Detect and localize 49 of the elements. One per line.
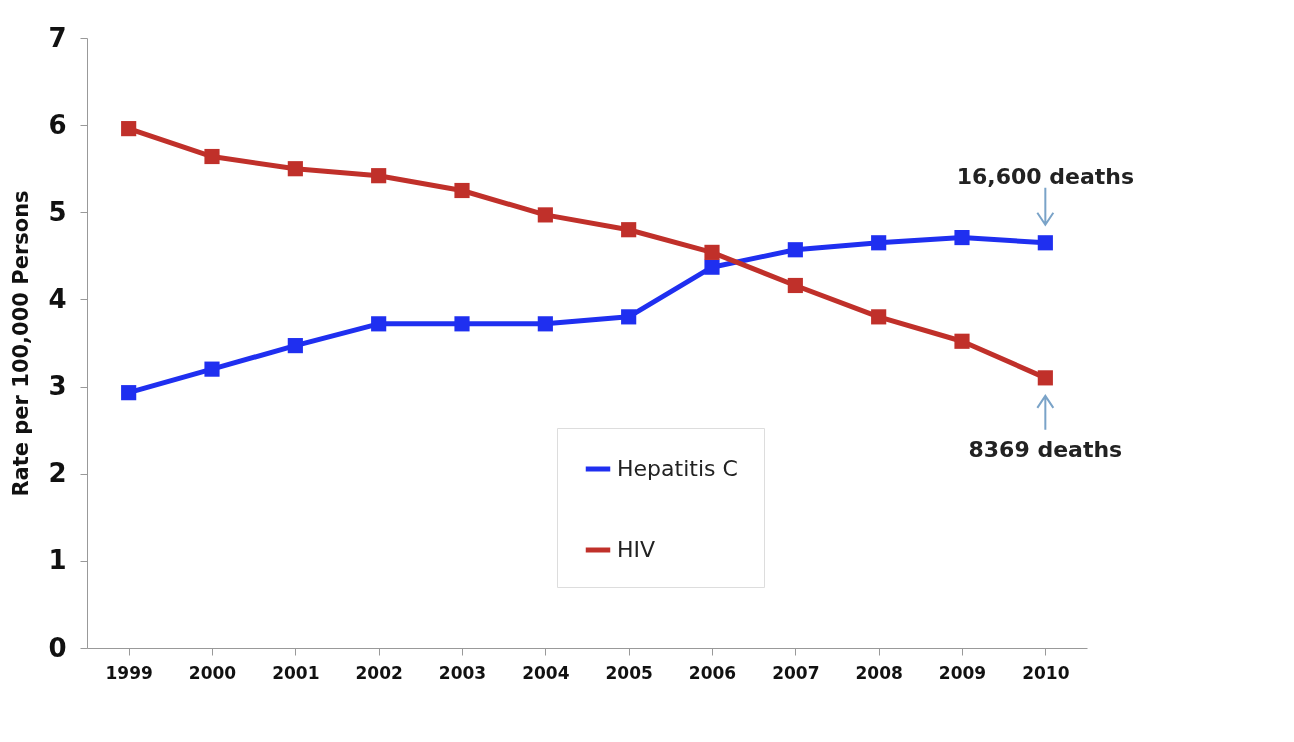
legend-label: HIV (617, 537, 656, 562)
x-tick-label: 2003 (438, 662, 487, 683)
point (1037, 370, 1053, 386)
point (787, 242, 803, 258)
point (871, 309, 887, 325)
y-tick-label: 0 (48, 632, 67, 663)
x-tick-label: 2005 (605, 662, 653, 683)
x-tick-label: 2002 (355, 662, 403, 683)
y-axis-title: Rate per 100,000 Persons (9, 190, 34, 497)
point (537, 207, 553, 223)
y-tick-label: 3 (48, 371, 67, 402)
y-tick-label: 1 (48, 545, 67, 576)
x-tick-label: 2009 (938, 662, 987, 683)
y-tick-label: 4 (48, 283, 67, 314)
point (871, 235, 887, 251)
y-tick-label: 2 (48, 458, 67, 489)
x-tick-label: 2001 (272, 662, 320, 683)
point (621, 309, 637, 325)
point (704, 244, 720, 260)
y-tick-label: 6 (48, 109, 67, 140)
annotation: 16,600 deaths (956, 163, 1135, 189)
point (537, 316, 553, 332)
x-tick-label: 2004 (522, 662, 570, 683)
point (371, 316, 387, 332)
x-tick-label: 2007 (772, 662, 820, 683)
point (454, 316, 470, 332)
point (287, 338, 303, 354)
point (371, 168, 387, 184)
annotation: 8369 deaths (968, 436, 1123, 462)
x-tick-label: 2010 (1022, 662, 1070, 683)
point (704, 259, 720, 275)
x-tick-label: 2000 (188, 662, 237, 683)
point (121, 385, 137, 401)
point (954, 333, 970, 349)
point (787, 277, 803, 294)
y-tick-label: 7 (48, 22, 67, 53)
legend-label: Hepatitis C (617, 456, 738, 481)
point (121, 121, 137, 137)
point (204, 148, 220, 165)
y-tick-label: 5 (48, 196, 67, 227)
point (454, 182, 470, 199)
x-tick-label: 1999 (105, 662, 153, 683)
point (287, 161, 303, 177)
x-tick-label: 2006 (688, 662, 737, 683)
point (621, 222, 637, 238)
x-tick-label: 2008 (855, 662, 903, 683)
point (1037, 235, 1053, 251)
point (204, 361, 220, 377)
point (954, 229, 970, 246)
